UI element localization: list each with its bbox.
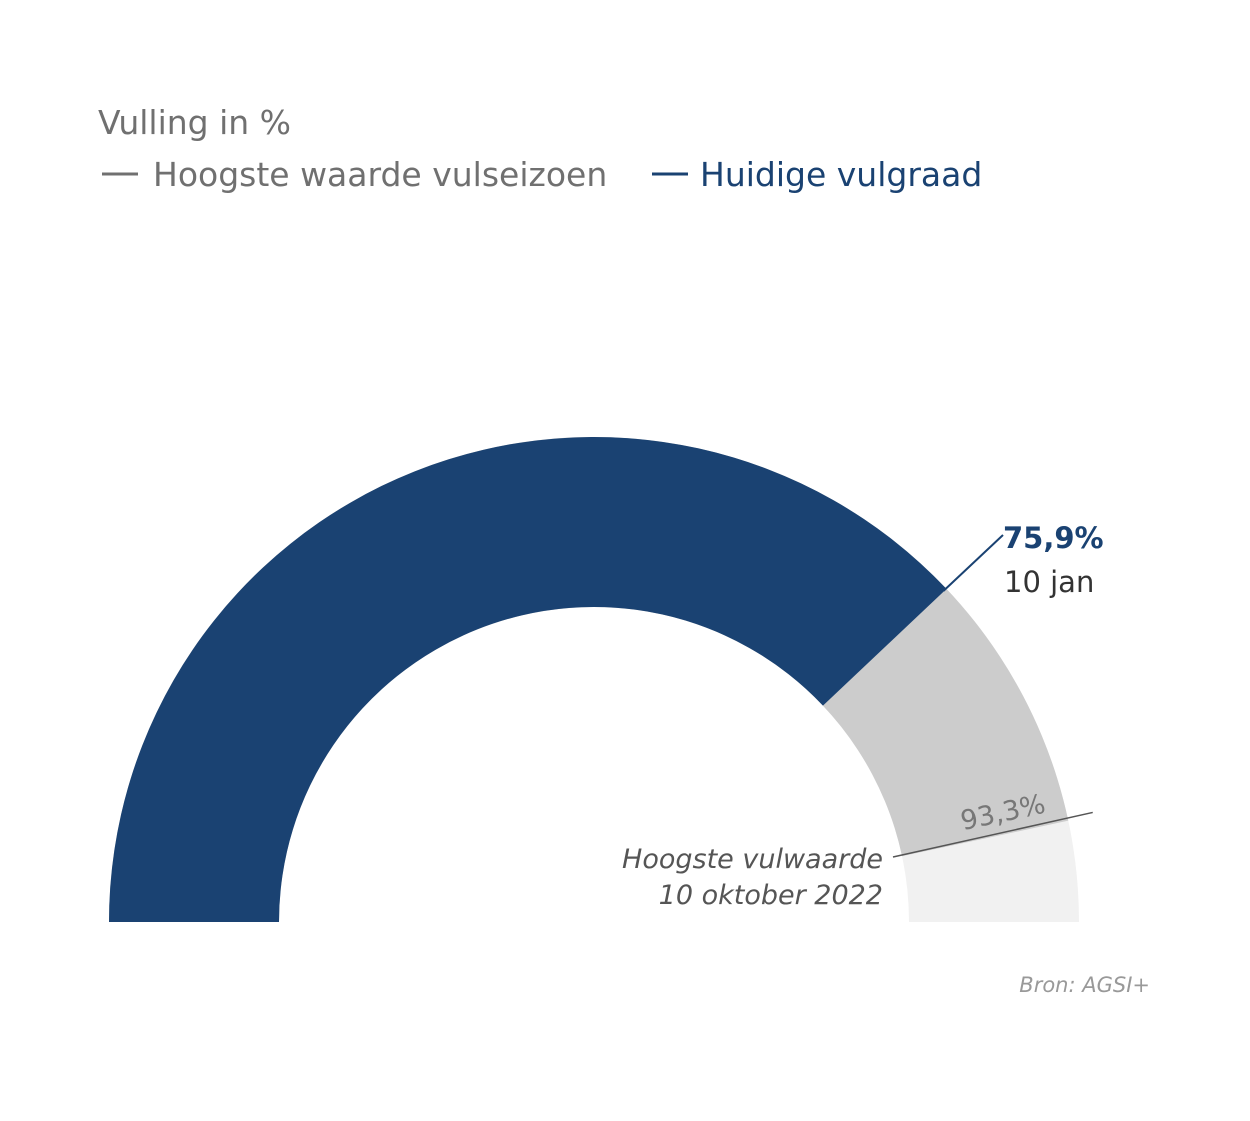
- gauge-arc: [109, 437, 947, 922]
- legend-label: Hoogste waarde vulseizoen: [153, 155, 607, 194]
- annotation: 10 jan: [1004, 565, 1094, 599]
- leader-line: [892, 811, 1093, 858]
- chart-title: Vulling in %: [98, 103, 291, 142]
- annotation: 10 oktober 2022: [659, 880, 883, 911]
- legend-label: Huidige vulgraad: [700, 155, 982, 194]
- annotation: Hoogste vulwaarde: [622, 844, 883, 875]
- value-label: 75,9%: [1003, 521, 1104, 555]
- leader-line: [942, 534, 1004, 592]
- source: Bron: AGSI+: [1019, 973, 1150, 997]
